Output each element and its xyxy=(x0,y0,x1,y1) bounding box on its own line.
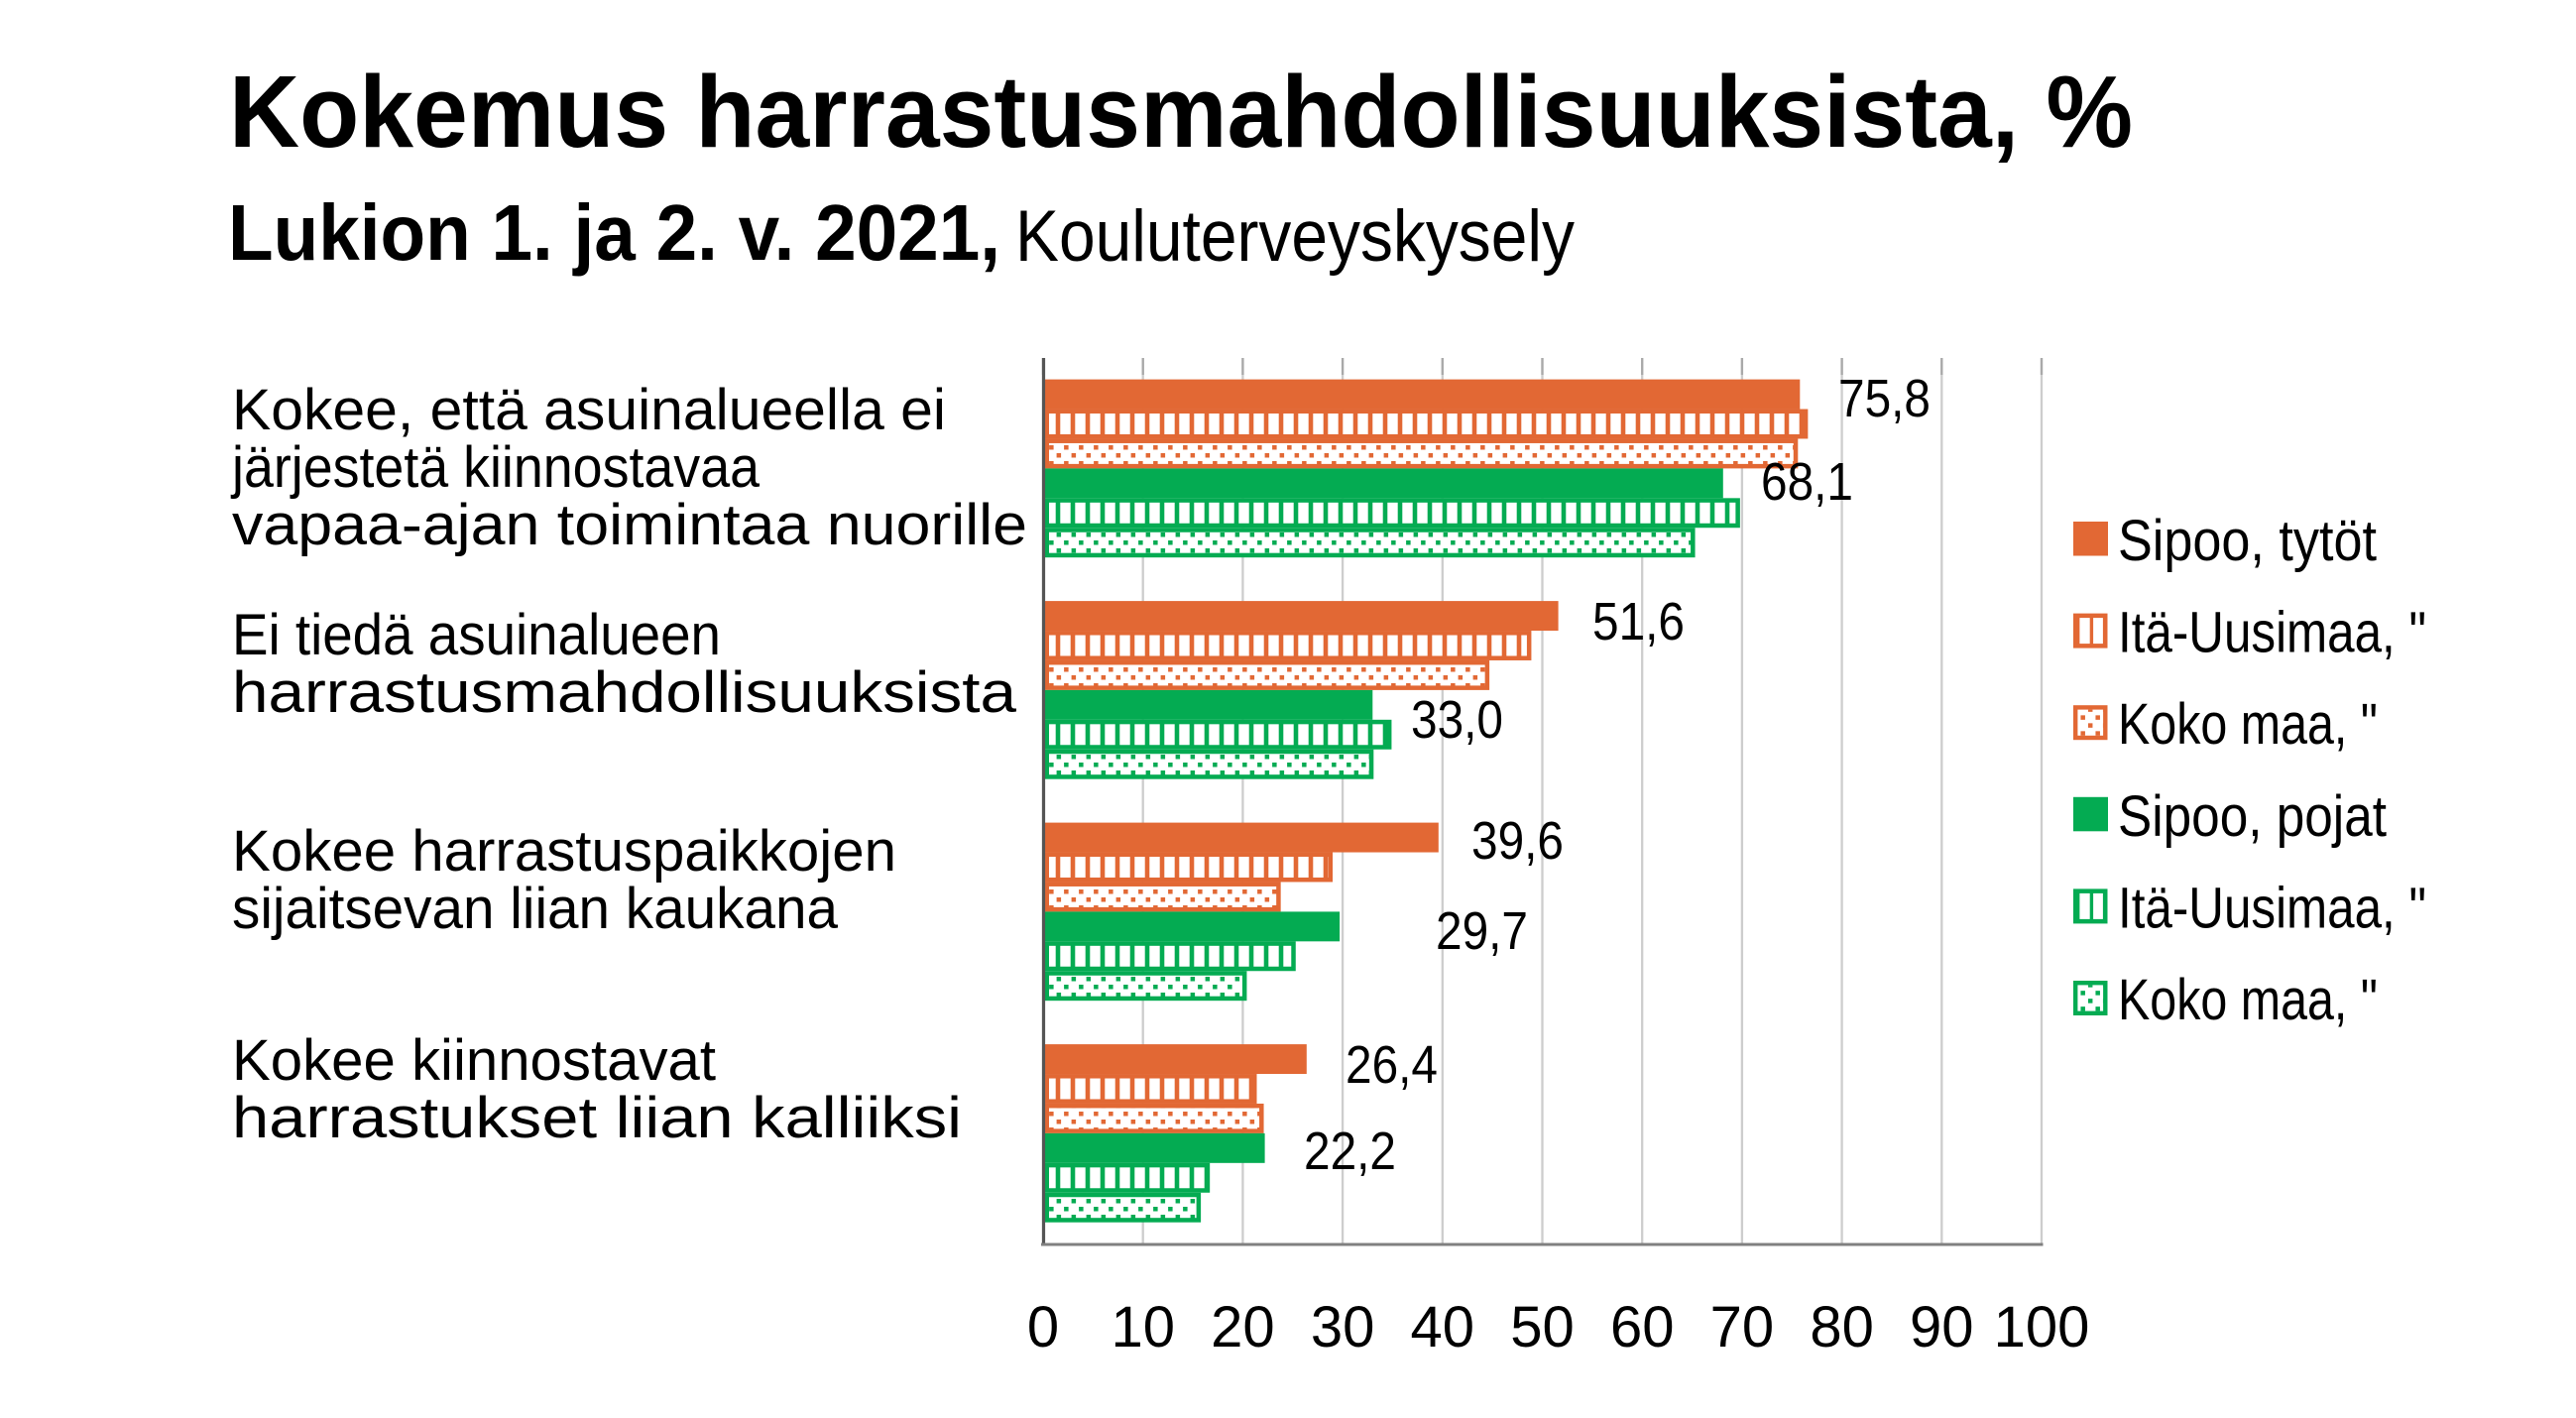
svg-text:Sipoo, tytöt: Sipoo, tytöt xyxy=(2118,509,2377,573)
svg-text:22,2: 22,2 xyxy=(1304,1122,1396,1181)
svg-text:100: 100 xyxy=(1994,1295,2090,1359)
svg-text:harrastusmahdollisuuksista: harrastusmahdollisuuksista xyxy=(232,660,1017,725)
svg-text:33,0: 33,0 xyxy=(1411,690,1503,750)
svg-text:80: 80 xyxy=(1810,1295,1874,1359)
svg-text:Lukion 1. ja 2. v. 2021,: Lukion 1. ja 2. v. 2021, xyxy=(228,188,1000,277)
svg-text:26,4: 26,4 xyxy=(1346,1035,1438,1095)
svg-text:40: 40 xyxy=(1411,1295,1475,1359)
svg-text:Itä-Uusimaa, ": Itä-Uusimaa, " xyxy=(2118,601,2426,665)
svg-text:vapaa-ajan toimintaa nuorille: vapaa-ajan toimintaa nuorille xyxy=(232,493,1027,557)
svg-text:20: 20 xyxy=(1211,1295,1275,1359)
svg-text:30: 30 xyxy=(1311,1295,1375,1359)
svg-text:Kokee kiinnostavat: Kokee kiinnostavat xyxy=(232,1028,716,1093)
svg-text:68,1: 68,1 xyxy=(1761,452,1853,512)
svg-text:Koko maa, ": Koko maa, " xyxy=(2118,692,2378,757)
svg-text:Kokemus harrastusmahdollisuuks: Kokemus harrastusmahdollisuuksista, % xyxy=(229,55,2133,169)
svg-text:75,8: 75,8 xyxy=(1838,369,1931,428)
svg-text:51,6: 51,6 xyxy=(1592,592,1685,651)
svg-text:sijaitsevan liian kaukana: sijaitsevan liian kaukana xyxy=(232,877,839,941)
svg-text:90: 90 xyxy=(1910,1295,1974,1359)
svg-text:Koko maa, ": Koko maa, " xyxy=(2118,968,2378,1032)
svg-text:harrastukset liian kalliiksi: harrastukset liian kalliiksi xyxy=(232,1086,962,1150)
svg-text:Itä-Uusimaa, ": Itä-Uusimaa, " xyxy=(2118,876,2426,940)
svg-text:0: 0 xyxy=(1027,1295,1059,1359)
svg-text:Sipoo, pojat: Sipoo, pojat xyxy=(2118,784,2387,849)
svg-text:29,7: 29,7 xyxy=(1436,901,1528,961)
svg-text:Kokee harrastuspaikkojen: Kokee harrastuspaikkojen xyxy=(232,819,896,884)
svg-text:60: 60 xyxy=(1610,1295,1675,1359)
svg-text:Kokee, että asuinalueella ei: Kokee, että asuinalueella ei xyxy=(232,378,946,442)
svg-text:Kouluterveyskysely: Kouluterveyskysely xyxy=(1015,196,1575,277)
svg-text:39,6: 39,6 xyxy=(1471,811,1564,871)
svg-text:järjestetä kiinnostavaa: järjestetä kiinnostavaa xyxy=(230,435,761,500)
svg-text:50: 50 xyxy=(1510,1295,1575,1359)
svg-text:Ei tiedä asuinalueen: Ei tiedä asuinalueen xyxy=(232,603,721,667)
svg-text:70: 70 xyxy=(1710,1295,1775,1359)
svg-text:10: 10 xyxy=(1111,1295,1175,1359)
